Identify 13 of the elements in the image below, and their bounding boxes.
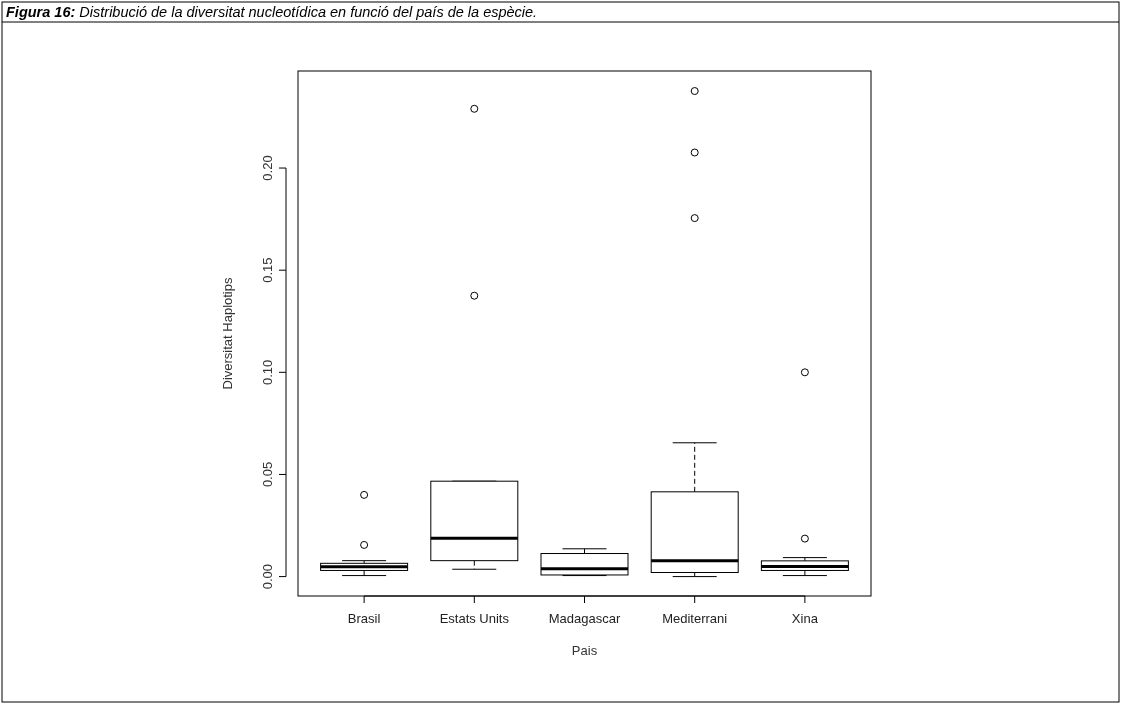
x-tick-label: Mediterrani (662, 611, 728, 626)
x-tick-label: Madagascar (548, 611, 621, 626)
x-axis-title: Pais (571, 643, 598, 658)
chart-title: Figura 16: Distribució de la diversitat nucleotídica en funció del país de la espècie. (6, 4, 538, 20)
y-tick-label: 0.05 (260, 461, 275, 488)
x-tick-label: Estats Units (439, 611, 510, 626)
y-tick-label: 0.10 (260, 359, 275, 385)
y-tick-label: 0.00 (260, 563, 275, 590)
y-axis-title: Diversitat Haplotips (220, 277, 235, 390)
x-tick-label: Brasil (347, 611, 381, 626)
x-tick-label: Xina (791, 611, 819, 626)
y-tick-label: 0.15 (260, 257, 275, 283)
y-tick-label: 0.20 (260, 155, 275, 181)
